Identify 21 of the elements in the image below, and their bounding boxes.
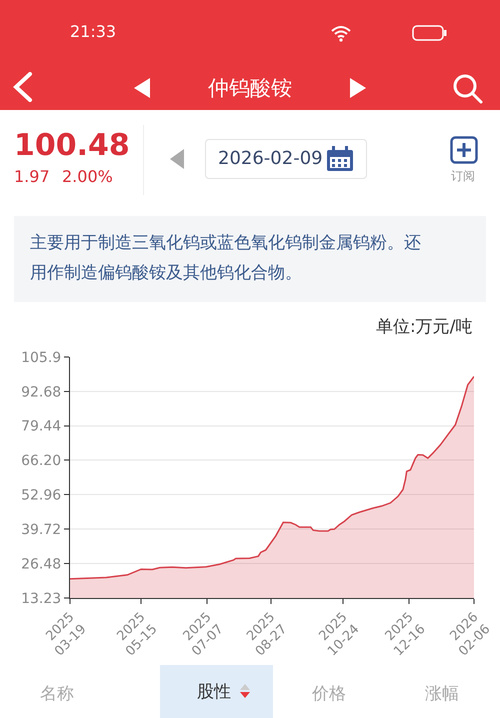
y-tick-label: 66.20: [21, 453, 62, 470]
text: 2.00%: [62, 167, 113, 186]
y-tick-label: 39.72: [21, 522, 62, 538]
text: 订阅: [451, 168, 475, 185]
chart-title: 仲钨酸铵: [207, 75, 293, 102]
text: 名称: [40, 683, 74, 705]
y-tick-label: 26.48: [21, 556, 62, 572]
text: 股性: [197, 681, 231, 703]
text: 2026-02-09: [218, 148, 323, 169]
y-tick-label: 13.23: [21, 590, 62, 607]
y-tick-label: 79.44: [21, 418, 62, 435]
text: 100.48: [14, 128, 130, 163]
text: 价格: [312, 683, 346, 705]
y-tick-label: 52.96: [21, 488, 62, 504]
text: 1.97: [14, 167, 50, 186]
chart-subtitle: 主要用于制造三氧化钨或蓝色氧化钨制金属钨粉。还用作制造偏钨酸铵及其他钨化合物。: [14, 216, 486, 302]
text: 21:33: [70, 22, 116, 41]
y-axis-title: 单位:万元/吨: [376, 317, 472, 337]
text: 涨幅: [425, 683, 459, 705]
y-tick-label: 92.68: [21, 384, 62, 400]
y-tick-label: 105.9: [21, 350, 62, 366]
